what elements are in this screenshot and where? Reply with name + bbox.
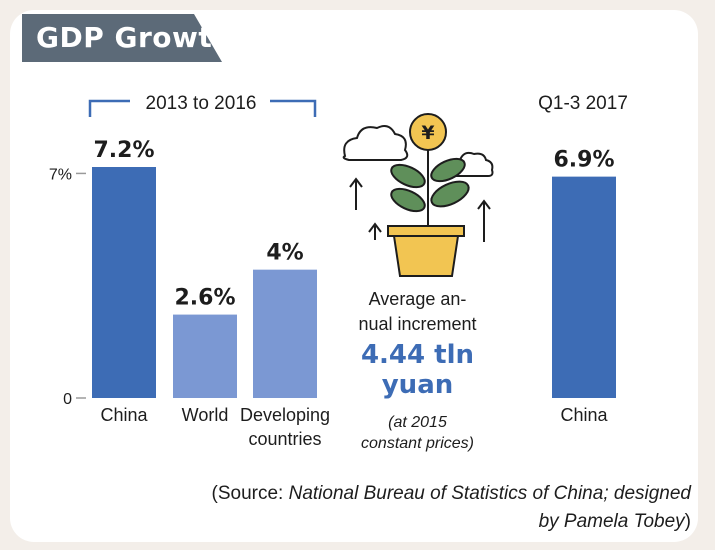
category-label: China [560, 405, 608, 425]
average-increment-label: Average an- nual increment [340, 287, 495, 337]
bar-world [173, 314, 237, 398]
title-banner [22, 14, 222, 62]
group-label-2013-2016: 2013 to 2016 [146, 93, 257, 114]
bar-china [92, 167, 156, 398]
category-label: countries [248, 429, 321, 449]
bar-developing-countries [253, 269, 317, 398]
bars-layer: 7.2% China 2.6% World 4% Developing countries 6… [92, 138, 616, 449]
source-prefix: (Source: [211, 483, 289, 504]
average-label-line-2: nual increment [358, 314, 477, 334]
average-value-line-2: yuan [381, 370, 454, 400]
note-line-1: (at 2015 [388, 414, 447, 431]
bar-value-label: 6.9% [553, 148, 614, 173]
group-bracket [88, 99, 317, 117]
plant-with-yuan-coin-icon: ¥ [342, 113, 494, 277]
price-basis-note: (at 2015 constant prices) [335, 412, 500, 454]
note-line-2: constant prices) [361, 435, 474, 452]
y-axis: 0 7% [49, 166, 86, 408]
group-label-q1-3-2017: Q1-3 2017 [538, 93, 628, 114]
bar-value-label: 7.2% [93, 138, 154, 163]
svg-text:¥: ¥ [421, 122, 434, 144]
y-tick-label: 7% [49, 166, 72, 183]
bar-value-label: 4% [266, 241, 303, 266]
average-increment-value: 4.44 tln yuan [335, 340, 500, 400]
category-label: China [100, 405, 148, 425]
average-label-line-1: Average an- [368, 289, 467, 309]
bar-value-label: 2.6% [174, 286, 235, 311]
source-note: (Source: National Bureau of Statistics o… [191, 480, 692, 536]
bar-china [552, 176, 616, 398]
y-tick-label: 0 [63, 391, 72, 408]
category-label: Developing [240, 405, 330, 425]
category-label: World [182, 405, 229, 425]
chart-title: GDP Growth [36, 21, 233, 54]
average-value-line-1: 4.44 tln [360, 340, 475, 370]
source-suffix: ) [684, 511, 691, 532]
source-text: National Bureau of Statistics of China; … [288, 483, 691, 532]
